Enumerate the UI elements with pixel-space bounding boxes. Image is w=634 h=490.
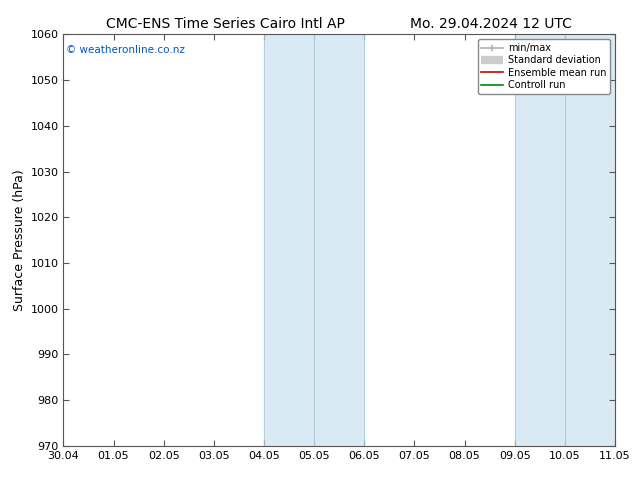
Bar: [264, 34, 314, 446]
Legend: min/max, Standard deviation, Ensemble mean run, Controll run: min/max, Standard deviation, Ensemble me…: [477, 39, 610, 94]
Text: CMC-ENS Time Series Cairo Intl AP: CMC-ENS Time Series Cairo Intl AP: [106, 17, 344, 31]
Bar: [565, 34, 615, 446]
Y-axis label: Surface Pressure (hPa): Surface Pressure (hPa): [13, 169, 26, 311]
Text: Mo. 29.04.2024 12 UTC: Mo. 29.04.2024 12 UTC: [410, 17, 573, 31]
Bar: [515, 34, 565, 446]
Bar: [314, 34, 365, 446]
Text: © weatheronline.co.nz: © weatheronline.co.nz: [66, 45, 185, 54]
